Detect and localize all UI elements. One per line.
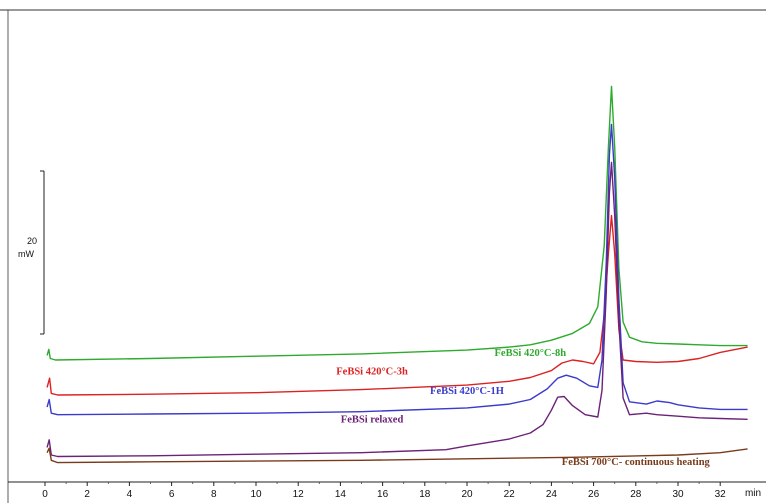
x-tick-label: 6 [169, 489, 175, 500]
x-tick-label: 2 [84, 489, 90, 500]
x-tick-label: 18 [419, 489, 431, 500]
x-tick-label: 12 [293, 489, 305, 500]
scale-bar: 20 mW [18, 170, 45, 335]
x-unit-label: min [745, 488, 761, 499]
x-tick-label: 26 [588, 489, 600, 500]
label-layer: FeBSi 420°C-8h FeBSi 420°C-3h FeBSi 420°C-… [336, 348, 710, 468]
series-line-1 [46, 85, 748, 361]
series-layer [46, 85, 748, 464]
scale-bar-value: 20 [27, 236, 37, 246]
series-label-3: FeBSi 420°C-1H [430, 386, 504, 397]
series-label-2: FeBSi 420°C-3h [336, 366, 408, 377]
x-tick-label: 14 [335, 489, 347, 500]
x-tick-label: 0 [42, 489, 48, 500]
x-ticks: 0 2 4 6 8 10 12 14 16 18 20 22 24 26 28 30 32 [42, 482, 726, 500]
x-tick-label: 24 [546, 489, 558, 500]
series-line-2 [46, 214, 748, 396]
series-line-5 [46, 447, 748, 464]
series-label-5: FeBSi 700°C- continuous heating [562, 457, 711, 468]
x-tick-label: 20 [461, 489, 473, 500]
x-tick-label: 28 [630, 489, 642, 500]
series-line-4 [46, 161, 748, 458]
x-tick-label: 4 [127, 489, 133, 500]
scale-bar-unit: mW [18, 249, 34, 259]
x-tick-label: 30 [672, 489, 684, 500]
x-tick-label: 22 [504, 489, 516, 500]
x-tick-label: 32 [715, 489, 727, 500]
series-line-3 [46, 123, 748, 416]
x-tick-label: 10 [250, 489, 262, 500]
series-label-1: FeBSi 420°C-8h [495, 348, 567, 359]
x-tick-label: 16 [377, 489, 389, 500]
series-label-4: FeBSi relaxed [341, 414, 404, 425]
x-tick-label: 8 [211, 489, 217, 500]
